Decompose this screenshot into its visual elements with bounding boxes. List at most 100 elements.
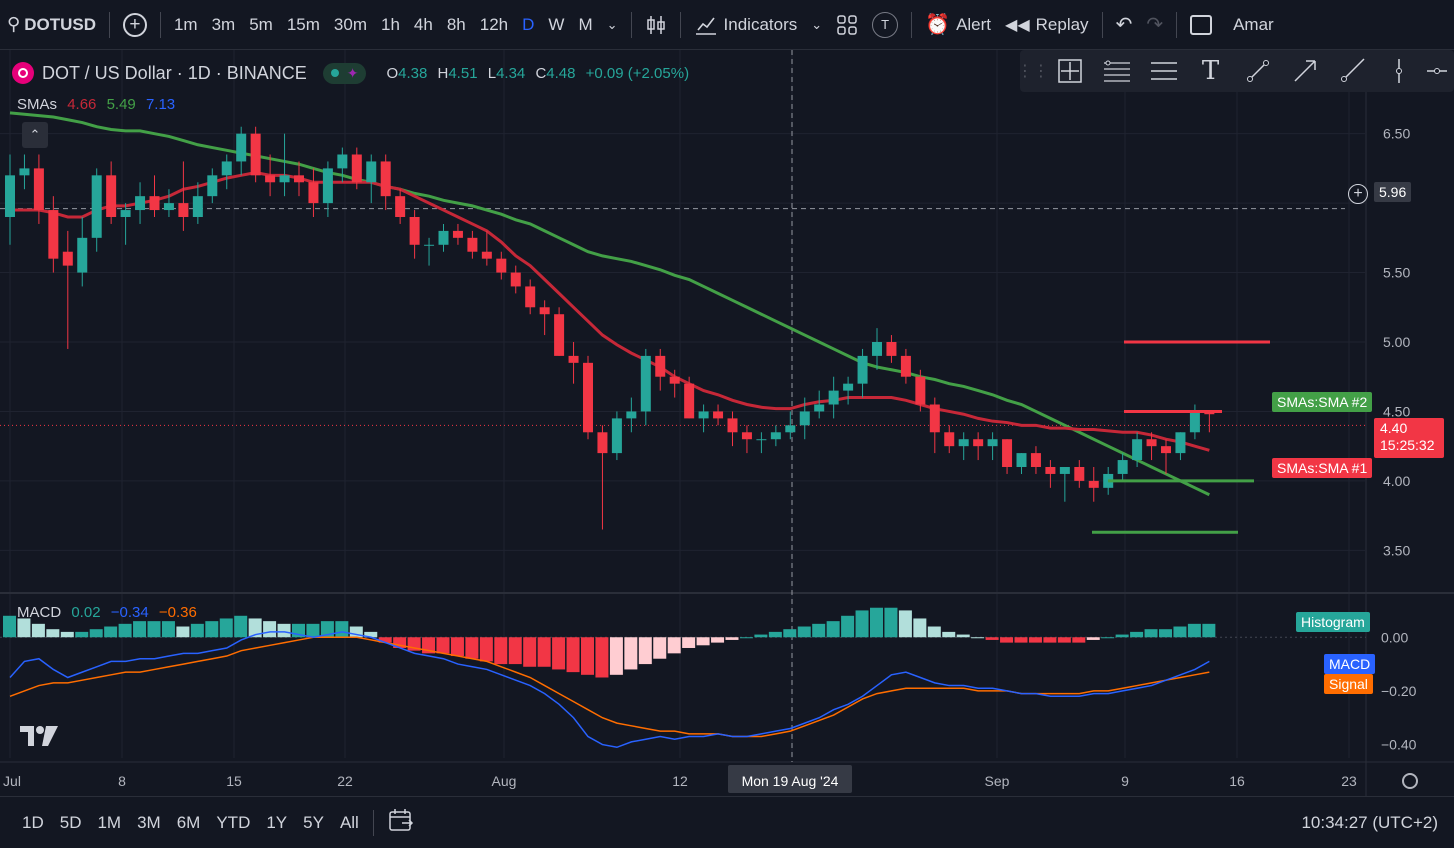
settings-gear-icon[interactable] bbox=[1402, 773, 1418, 789]
candle-body bbox=[1132, 439, 1143, 461]
macd-histogram-bar bbox=[1144, 629, 1158, 638]
interval-1h[interactable]: 1h bbox=[381, 14, 400, 34]
smas-legend[interactable]: SMAs 4.66 5.49 7.13 bbox=[17, 96, 175, 113]
range-ytd[interactable]: YTD bbox=[216, 812, 251, 832]
macd-histogram-bar bbox=[523, 637, 537, 667]
macd-histogram-bar bbox=[797, 626, 811, 638]
horizontal-line-icon[interactable] bbox=[1422, 50, 1452, 92]
templates-button[interactable]: T bbox=[865, 0, 905, 50]
ray-icon[interactable] bbox=[1328, 50, 1375, 92]
search-icon: ⚲ bbox=[7, 14, 21, 34]
macd-histogram-bar bbox=[1115, 634, 1129, 638]
interval-W[interactable]: W bbox=[548, 14, 565, 34]
interval-5m[interactable]: 5m bbox=[249, 14, 273, 34]
collapse-legend-button[interactable]: ⌃ bbox=[22, 122, 48, 148]
symbol-search[interactable]: ⚲ DOTUSD bbox=[0, 0, 103, 50]
candle-body bbox=[1002, 439, 1013, 467]
macd-histogram-bar bbox=[1043, 637, 1057, 643]
candle-body bbox=[106, 175, 117, 217]
macd-histogram-bar bbox=[739, 637, 753, 639]
macd-legend[interactable]: MACD 0.02 −0.34 −0.36 bbox=[17, 604, 197, 621]
chart-type-button[interactable] bbox=[638, 0, 674, 50]
range-6m[interactable]: 6M bbox=[176, 812, 201, 832]
crosshair-date-tag bbox=[728, 765, 852, 793]
arrow-tool-icon[interactable] bbox=[1281, 50, 1328, 92]
interval-30m[interactable]: 30m bbox=[333, 14, 367, 34]
indicators-button[interactable]: Indicators bbox=[687, 0, 805, 50]
parallel-lines-icon[interactable] bbox=[1140, 50, 1187, 92]
drag-handle-icon[interactable]: ⋮⋮ bbox=[1017, 63, 1049, 80]
ohlc-values: O4.38 H4.51 L4.34 C4.48 +0.09 (+2.05%) bbox=[380, 65, 689, 82]
range-1m[interactable]: 1M bbox=[97, 812, 122, 832]
undo-button[interactable]: ↶ bbox=[1109, 0, 1140, 50]
range-1y[interactable]: 1Y bbox=[266, 812, 288, 832]
replay-button[interactable]: ◀◀ Replay bbox=[998, 0, 1096, 50]
interval-8h[interactable]: 8h bbox=[446, 14, 466, 34]
range-5y[interactable]: 5Y bbox=[303, 812, 324, 832]
open-label: O bbox=[386, 64, 399, 82]
alert-button[interactable]: ⏰ Alert bbox=[918, 0, 998, 50]
symbol-title[interactable]: DOT / US Dollar · 1D · BINANCE bbox=[42, 62, 307, 83]
market-status-badge[interactable]: ✦ bbox=[322, 62, 367, 84]
range-5d[interactable]: 5D bbox=[59, 812, 82, 832]
redo-icon: ↷ bbox=[1146, 14, 1164, 36]
candle-body bbox=[669, 376, 680, 384]
interval-1m[interactable]: 1m bbox=[173, 14, 198, 34]
candle-body bbox=[19, 168, 30, 176]
interval-12h[interactable]: 12h bbox=[479, 14, 509, 34]
crosshair-box-icon[interactable] bbox=[1046, 50, 1093, 92]
macd-histogram-bar bbox=[1000, 637, 1014, 643]
macd-histogram-bar bbox=[349, 626, 363, 638]
last-price-tag: 4.40 15:25:32 bbox=[1374, 418, 1444, 458]
candle-body bbox=[583, 362, 593, 433]
candle-body bbox=[872, 342, 882, 356]
macd-histogram-bar bbox=[263, 621, 277, 638]
sma2-value: 5.49 bbox=[106, 96, 136, 113]
interval-M[interactable]: M bbox=[578, 14, 593, 34]
interval-3m[interactable]: 3m bbox=[211, 14, 236, 34]
symbol-legend: DOT / US Dollar · 1D · BINANCE ✦ O4.38 H… bbox=[12, 62, 689, 84]
macd-histogram-bar bbox=[479, 637, 493, 662]
macd-histogram-bar bbox=[768, 631, 782, 638]
clock[interactable]: 10:34:27 (UTC+2) bbox=[1301, 812, 1438, 832]
macd-histogram-bar bbox=[870, 607, 883, 638]
macd-histogram-bar bbox=[667, 637, 681, 654]
macd-histogram-bar bbox=[31, 623, 45, 638]
candle-body bbox=[958, 439, 969, 447]
replay-label: Replay bbox=[1035, 14, 1089, 34]
macd-histogram-bar bbox=[3, 615, 16, 638]
trend-line-icon[interactable] bbox=[1234, 50, 1281, 92]
range-1d[interactable]: 1D bbox=[22, 812, 44, 832]
range-3m[interactable]: 3M bbox=[137, 812, 161, 832]
sma2-tag: SMAs:SMA #2 bbox=[1272, 392, 1373, 412]
interval-D[interactable]: D bbox=[522, 14, 535, 34]
candle-body bbox=[337, 154, 348, 169]
range-all[interactable]: All bbox=[339, 812, 359, 832]
macd-histogram-bar bbox=[450, 637, 464, 657]
tradingview-logo[interactable] bbox=[20, 724, 60, 753]
macd-histogram-bar bbox=[985, 637, 999, 640]
price-tick-label: 6.50 bbox=[1383, 126, 1410, 142]
high-value: 4.51 bbox=[448, 64, 478, 82]
add-alert-plus-icon[interactable]: + bbox=[1348, 184, 1368, 204]
candle-body bbox=[698, 411, 709, 419]
indicators-dropdown[interactable]: ⌄ bbox=[804, 0, 829, 50]
account-name[interactable]: Amar bbox=[1233, 14, 1274, 34]
redo-button[interactable]: ↷ bbox=[1139, 0, 1170, 50]
interval-4h[interactable]: 4h bbox=[413, 14, 433, 34]
macd-histogram-bar bbox=[552, 637, 566, 670]
text-tool-icon[interactable]: T bbox=[1201, 56, 1220, 86]
macd-histogram-bar bbox=[190, 623, 204, 638]
candle-body bbox=[236, 133, 247, 162]
interval-15m[interactable]: 15m bbox=[286, 14, 320, 34]
compare-button[interactable]: + bbox=[116, 0, 154, 50]
interval-dropdown[interactable]: ⌄ bbox=[600, 0, 625, 50]
layouts-button[interactable] bbox=[829, 0, 865, 50]
candle-body bbox=[395, 196, 406, 217]
fullscreen-button[interactable] bbox=[1183, 0, 1219, 50]
macd-tick-label: 0.00 bbox=[1381, 629, 1408, 645]
fib-icon[interactable] bbox=[1093, 50, 1140, 92]
vertical-line-icon[interactable] bbox=[1375, 50, 1422, 92]
chart-canvas[interactable]: 6.50 5.50 5.00 4.50 4.00 3.50 0.00 −0.20 −0.40 Ju… bbox=[0, 50, 1454, 796]
goto-date-button[interactable] bbox=[380, 807, 422, 838]
